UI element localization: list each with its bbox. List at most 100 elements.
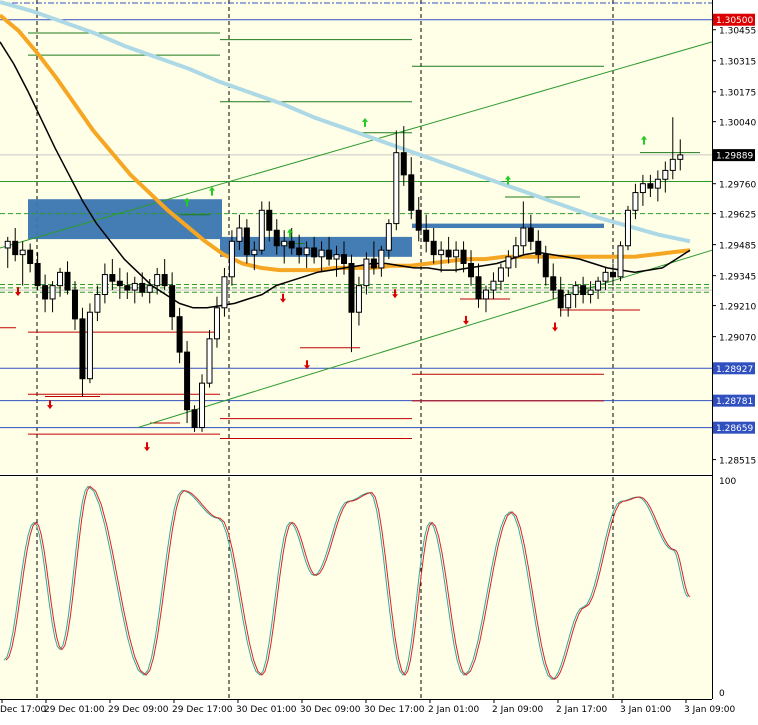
- candle-body: [490, 280, 497, 291]
- candle-body: [587, 289, 594, 296]
- time-tick-label: 29 Dec 17:00: [172, 705, 233, 715]
- candle-body: [438, 249, 445, 256]
- candle-body: [445, 249, 452, 258]
- stochastic-oscillator: [3, 485, 691, 680]
- price-tick-label: 1.29485: [719, 242, 756, 252]
- down-arrow-icon: [463, 315, 469, 325]
- supply-demand-zone: [28, 199, 222, 240]
- candle-body: [27, 249, 34, 264]
- candle-body: [333, 254, 340, 260]
- time-tick-label: Dec 17:00: [0, 705, 46, 715]
- candle-body: [550, 276, 557, 291]
- lower-trend-line: [137, 249, 713, 428]
- candle-body: [154, 274, 161, 287]
- candle-body: [610, 271, 617, 278]
- price-tick-label: 1.30175: [719, 89, 756, 99]
- candle-body: [236, 227, 243, 242]
- candle-body: [617, 245, 624, 278]
- candle-body: [535, 240, 542, 256]
- price-badge-label: 1.28927: [716, 365, 753, 375]
- candle-body: [19, 249, 26, 256]
- candle-body: [64, 271, 71, 291]
- candle-body: [363, 258, 370, 287]
- time-tick-label: 29 Dec 09:00: [108, 705, 169, 715]
- grid: [0, 0, 712, 699]
- candle-body: [385, 223, 392, 251]
- candle-body: [460, 249, 467, 264]
- candle-body: [557, 289, 564, 309]
- candle-body: [124, 285, 131, 291]
- price-tick-label: 1.29760: [719, 181, 756, 191]
- candle-body: [71, 289, 78, 320]
- stoch-main-line: [5, 485, 691, 680]
- candle-body: [669, 158, 676, 171]
- time-tick-label: 2 Jan 01:00: [428, 705, 480, 715]
- candle-body: [639, 183, 646, 194]
- up-arrow-icon: [505, 175, 511, 185]
- supply-demand-zone: [220, 236, 412, 257]
- time-tick-label: 30 Dec 01:00: [236, 705, 297, 715]
- price-badge-label: 1.28781: [716, 397, 753, 407]
- candle-body: [430, 240, 437, 256]
- trend-lines: [0, 41, 713, 428]
- candle-body: [677, 154, 684, 160]
- up-arrow-icon: [184, 197, 190, 207]
- down-arrow-icon: [304, 360, 310, 370]
- candle-body: [161, 274, 168, 287]
- candle-body: [341, 254, 347, 264]
- candle-body: [57, 271, 64, 287]
- price-badge: [713, 362, 755, 375]
- supply-demand-zone: [412, 223, 604, 229]
- candle-body: [288, 240, 295, 249]
- candle-body: [326, 249, 333, 260]
- price-badge-label: 1.28659: [716, 424, 753, 434]
- candle-body: [602, 271, 609, 282]
- candle-body: [475, 276, 482, 300]
- candle-body: [654, 178, 661, 189]
- candle-body: [243, 227, 250, 256]
- price-tick-label: 1.28515: [719, 457, 756, 467]
- candle-body: [34, 262, 41, 287]
- price-badge: [713, 421, 755, 434]
- candle-body: [169, 285, 176, 318]
- candle-body: [415, 209, 422, 231]
- candle-body: [595, 280, 602, 291]
- time-tick-label: 30 Dec 09:00: [300, 705, 361, 715]
- candle-body: [662, 169, 669, 180]
- price-badge: [713, 13, 755, 26]
- time-tick-label: 2 Jan 17:00: [556, 705, 608, 715]
- candle-body: [139, 282, 146, 293]
- price-badge: [713, 149, 755, 162]
- candle-body: [266, 209, 273, 231]
- stoch-panel-bg: [0, 477, 712, 699]
- candle-body: [146, 285, 153, 293]
- price-tick-label: 1.30040: [719, 119, 756, 129]
- candle-body: [572, 285, 579, 296]
- candle-body: [311, 247, 318, 258]
- candle-body: [497, 267, 504, 282]
- candle-body: [370, 258, 377, 269]
- time-tick-label: 3 Jan 01:00: [620, 705, 672, 715]
- candle-body: [191, 409, 198, 428]
- candle-body: [79, 318, 86, 380]
- candle-body: [378, 249, 385, 269]
- up-arrow-icon: [209, 186, 215, 196]
- fractal-arrows: [15, 117, 647, 452]
- time-tick-label: 3 Jan 09:00: [684, 705, 736, 715]
- slow-moving-average: [0, 0, 691, 244]
- candle-body: [176, 316, 183, 353]
- candle-body: [512, 245, 519, 258]
- candle-body: [12, 240, 19, 256]
- candle-body: [221, 276, 228, 309]
- candle-body: [184, 351, 191, 411]
- price-tick-label: 1.29070: [719, 334, 756, 344]
- price-tick-label: 1.29345: [719, 273, 756, 283]
- price-badge-label: 1.30500: [716, 16, 753, 26]
- candle-body: [393, 152, 400, 225]
- candles: [4, 117, 684, 432]
- candle-body: [109, 274, 116, 282]
- down-arrow-icon: [280, 293, 286, 303]
- stoch-tick-label: 100: [719, 477, 736, 487]
- upper-trend-line: [0, 41, 713, 249]
